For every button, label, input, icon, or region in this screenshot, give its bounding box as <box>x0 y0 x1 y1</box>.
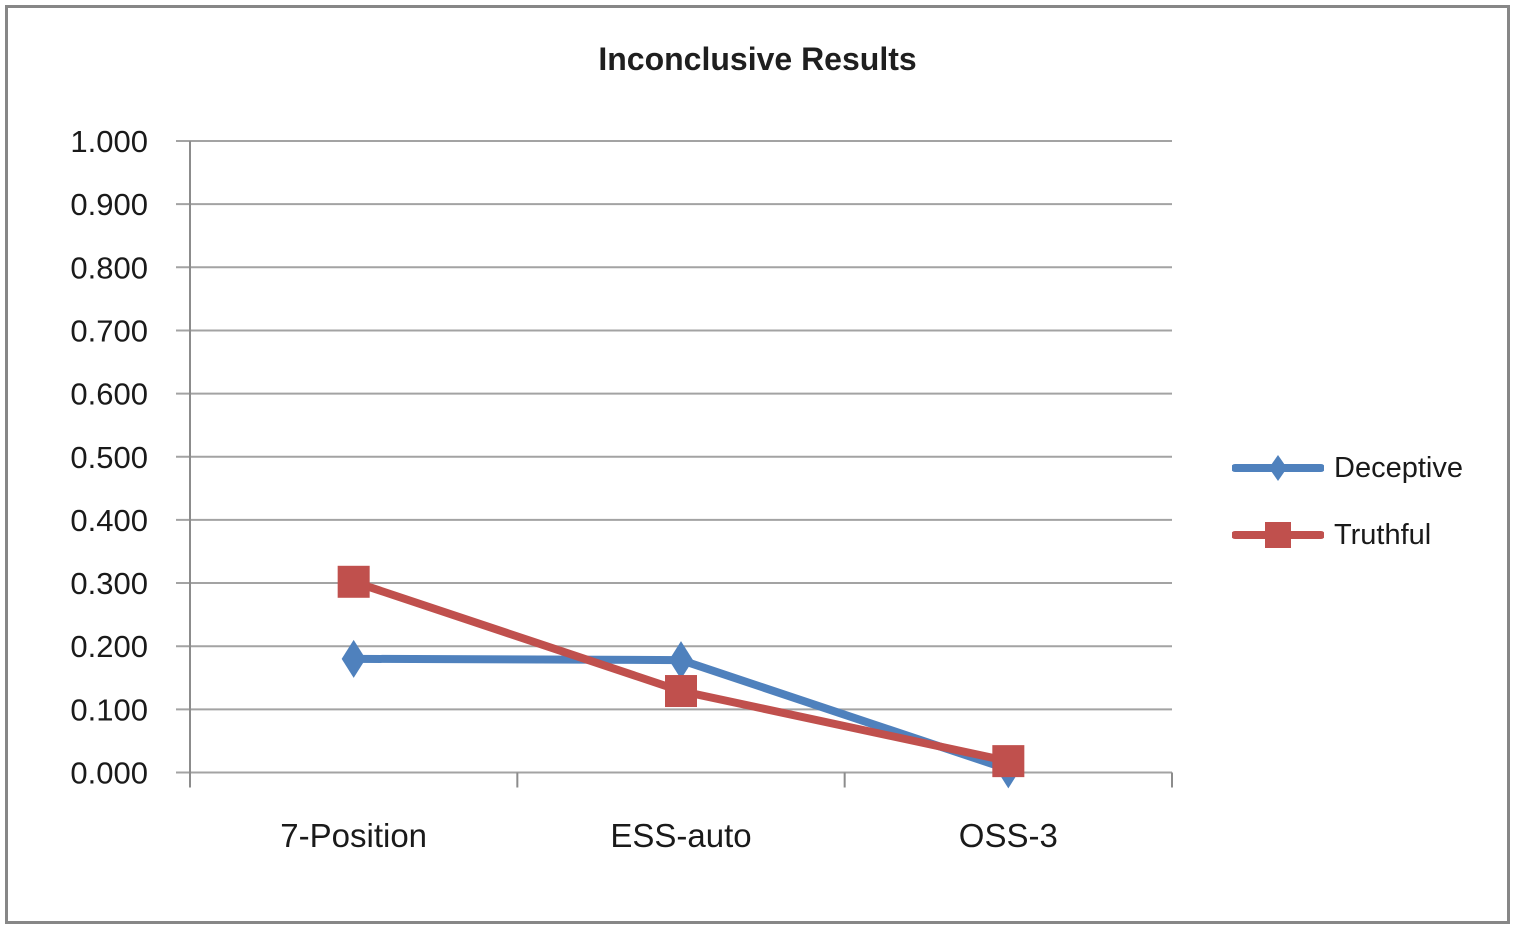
y-tick-label: 0.400 <box>70 503 148 538</box>
y-tick-label: 1.000 <box>70 124 148 159</box>
x-category-label: ESS-auto <box>610 817 751 854</box>
legend-swatch-truthful <box>1232 522 1324 548</box>
x-category-label: OSS-3 <box>959 817 1058 854</box>
marker-square <box>665 675 697 708</box>
y-tick-label: 0.000 <box>70 756 148 791</box>
legend-label-truthful: Truthful <box>1334 518 1432 551</box>
y-tick-label: 0.100 <box>70 692 148 727</box>
y-tick-label: 0.300 <box>70 566 148 601</box>
marker-square <box>337 565 370 598</box>
legend-item-truthful: Truthful <box>1232 515 1431 555</box>
marker-diamond <box>669 641 693 680</box>
y-tick-label: 0.200 <box>70 629 148 664</box>
x-category-label: 7-Position <box>280 817 427 854</box>
marker-diamond <box>1269 455 1287 481</box>
legend-item-deceptive: Deceptive <box>1232 448 1463 488</box>
y-tick-label: 0.800 <box>70 250 148 285</box>
y-tick-label: 0.700 <box>70 313 148 348</box>
legend-swatch-deceptive <box>1232 455 1324 481</box>
marker-square <box>992 745 1025 778</box>
marker-diamond <box>341 639 366 678</box>
y-tick-label: 0.500 <box>70 440 148 475</box>
marker-square <box>1265 522 1291 548</box>
chart-title: Inconclusive Results <box>598 41 917 77</box>
y-tick-label: 0.900 <box>70 187 148 222</box>
y-tick-label: 0.600 <box>70 377 148 412</box>
legend-label-deceptive: Deceptive <box>1334 451 1463 484</box>
